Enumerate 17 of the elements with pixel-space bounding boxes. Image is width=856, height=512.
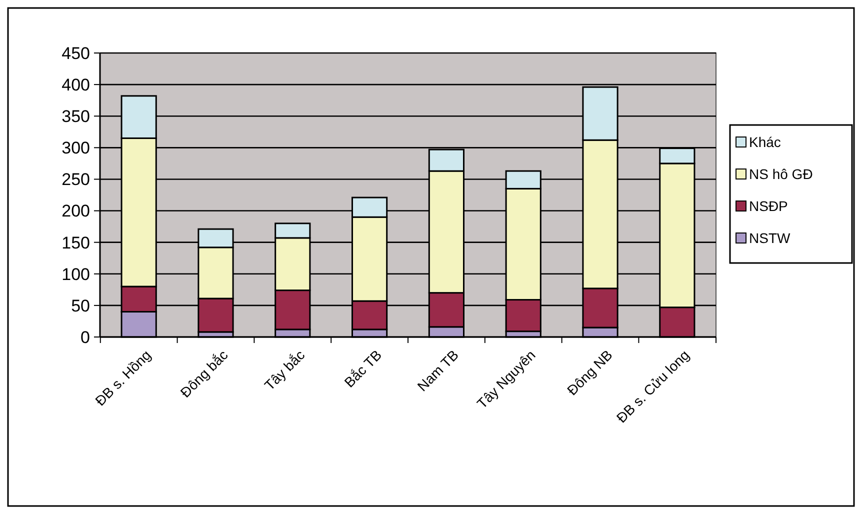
legend-label: NS hô GĐ xyxy=(749,166,813,182)
legend-label: NSTW xyxy=(749,230,791,246)
y-tick-label: 100 xyxy=(62,264,90,284)
x-tick-label: Tây bắc xyxy=(261,346,308,394)
y-tick-label: 200 xyxy=(62,202,90,221)
y-tick-label: 250 xyxy=(62,170,90,190)
legend-label: Khác xyxy=(749,134,781,150)
legend-label: NSĐP xyxy=(749,198,788,214)
x-tick-label: Bắc TB xyxy=(341,346,385,390)
y-tick-label: 450 xyxy=(62,44,90,63)
y-tick-label: 350 xyxy=(62,107,90,126)
x-tick-label: ĐB s. Cửu long xyxy=(613,346,692,426)
y-tick-label: 400 xyxy=(62,76,90,95)
y-tick-label: 0 xyxy=(80,328,90,347)
y-tick-label: 150 xyxy=(62,233,90,252)
y-tick-label: 50 xyxy=(71,296,90,316)
y-tick-label: 300 xyxy=(62,138,90,158)
